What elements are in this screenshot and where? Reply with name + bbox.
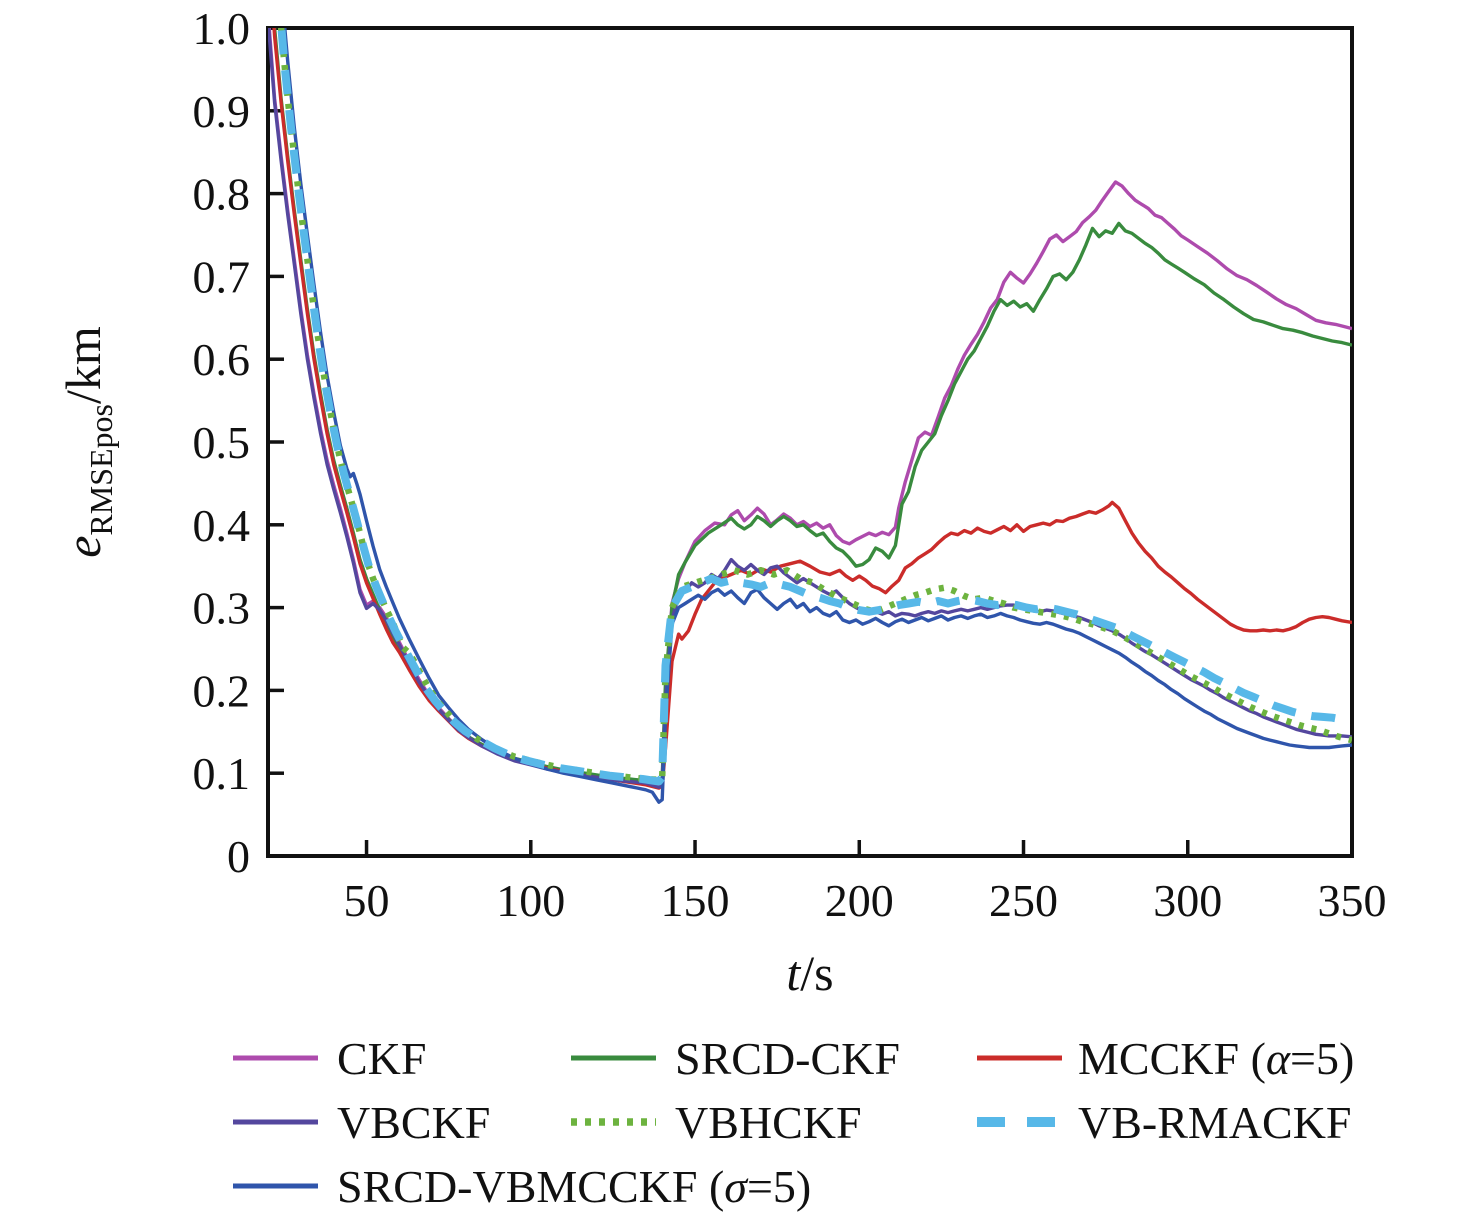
y-axis-tick-label: 0.7 bbox=[193, 251, 251, 302]
y-axis-tick-label: 0.2 bbox=[193, 665, 251, 716]
legend-item-CKF: CKF bbox=[233, 1033, 426, 1084]
plot-frame bbox=[266, 26, 1354, 858]
series-line-VBHCKF bbox=[277, 28, 1352, 784]
y-axis-tick-label: 0.9 bbox=[193, 86, 251, 137]
y-axis-tick-label: 0.8 bbox=[193, 169, 251, 220]
x-axis-tick-label: 250 bbox=[989, 875, 1058, 926]
legend-label: VBHCKF bbox=[675, 1097, 862, 1148]
y-axis-tick-label: 0.1 bbox=[193, 748, 251, 799]
y-axis-tick-label: 0.5 bbox=[193, 417, 251, 468]
x-axis-title: t/s bbox=[786, 945, 833, 1001]
x-axis-tick-label: 100 bbox=[496, 875, 565, 926]
y-axis-tick-label: 0.6 bbox=[193, 334, 251, 385]
legend: CKF SRCD-CKF MCCKF (α=5) VBCKF SRCD-VBMCCKF … bbox=[233, 1033, 1354, 1212]
series-line-VBCKF bbox=[268, 28, 1352, 789]
series-line-CKF bbox=[268, 28, 1352, 786]
legend-label: SRCD-CKF bbox=[675, 1033, 900, 1084]
x-axis-tick-label: 300 bbox=[1153, 875, 1222, 926]
legend-item-MCCKF: MCCKF (α=5) bbox=[977, 1033, 1354, 1084]
legend-label: CKF bbox=[337, 1033, 426, 1084]
series-line-SRCD-VBMCCKF bbox=[283, 28, 1352, 804]
y-axis-tick-label: 0 bbox=[227, 831, 250, 882]
y-axis-title: eRMSEpos/km bbox=[55, 326, 119, 558]
y-axis-tick-label: 0.3 bbox=[193, 583, 251, 634]
x-axis-tick-label: 50 bbox=[344, 875, 390, 926]
legend-item-SRCD-CKF: SRCD-CKF bbox=[571, 1033, 900, 1084]
y-axis-tick-label: 0.4 bbox=[193, 500, 251, 551]
legend-label: SRCD-VBMCCKF (σ=5) bbox=[337, 1161, 811, 1212]
legend-item-VBCKF: VBCKF bbox=[233, 1097, 490, 1148]
series-line-MCCKF bbox=[272, 28, 1352, 790]
series-line-VB-RMACKF bbox=[277, 28, 1343, 786]
series-group bbox=[268, 28, 1352, 804]
legend-item-VB-RMACKF: VB-RMACKF bbox=[977, 1097, 1352, 1148]
y-axis-tick-label: 1.0 bbox=[193, 3, 251, 54]
legend-item-SRCD-VBMCCKF: SRCD-VBMCCKF (σ=5) bbox=[233, 1161, 811, 1212]
x-axis-tick-label: 200 bbox=[825, 875, 894, 926]
legend-label: VB-RMACKF bbox=[1078, 1097, 1352, 1148]
x-axis-tick-label: 350 bbox=[1318, 875, 1387, 926]
series-line-SRCD-CKF bbox=[272, 28, 1352, 784]
legend-label: MCCKF (α=5) bbox=[1078, 1033, 1354, 1084]
legend-label: VBCKF bbox=[337, 1097, 490, 1148]
x-axis-tick-label: 150 bbox=[661, 875, 730, 926]
legend-item-VBHCKF: VBHCKF bbox=[571, 1097, 862, 1148]
